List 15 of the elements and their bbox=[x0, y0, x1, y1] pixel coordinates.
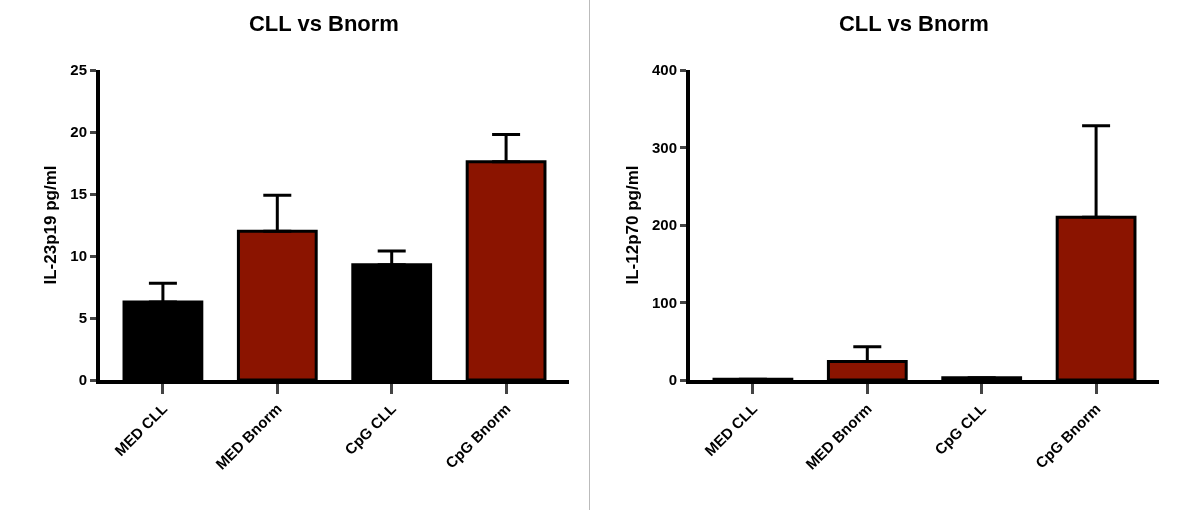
chart-title: CLL vs Bnorm bbox=[838, 10, 989, 36]
y-tick-label: 200 bbox=[651, 216, 677, 234]
y-tick-label: 400 bbox=[651, 61, 677, 79]
chart-title: CLL vs Bnorm bbox=[248, 10, 399, 36]
y-tick-label: 300 bbox=[651, 138, 677, 156]
y-tick-label: 20 bbox=[70, 123, 87, 141]
y-tick-label: 5 bbox=[78, 309, 87, 327]
y-axis-title: IL-12p70 pg/ml bbox=[623, 165, 643, 285]
y-tick-label: 15 bbox=[70, 185, 87, 203]
y-tick-label: 25 bbox=[70, 61, 87, 79]
y-tick-label: 0 bbox=[78, 371, 87, 389]
y-tick-label: 10 bbox=[70, 247, 87, 265]
y-axis-title: IL-23p19 pg/ml bbox=[41, 165, 61, 285]
y-tick-label: 0 bbox=[668, 371, 677, 389]
y-tick-label: 100 bbox=[651, 293, 677, 311]
